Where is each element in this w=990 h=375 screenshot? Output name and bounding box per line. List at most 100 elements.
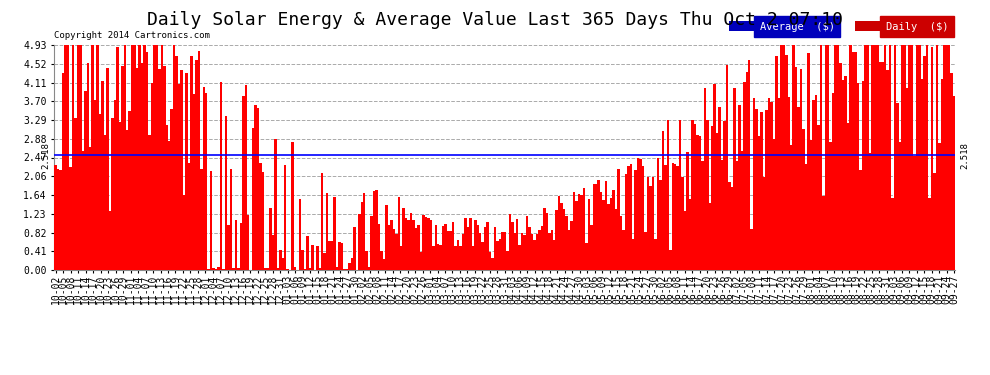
Bar — [393, 229, 395, 270]
Bar — [398, 197, 400, 270]
Bar — [753, 98, 755, 270]
Bar — [876, 45, 879, 270]
Bar — [334, 197, 336, 270]
Bar — [344, 269, 346, 270]
Bar — [795, 67, 797, 270]
Bar — [810, 140, 812, 270]
Bar — [141, 63, 144, 270]
Bar — [884, 45, 886, 270]
Bar — [461, 234, 464, 270]
Bar — [529, 227, 531, 270]
Bar — [945, 45, 948, 270]
Bar — [358, 214, 360, 270]
Bar — [721, 160, 724, 270]
Bar — [111, 118, 114, 270]
Bar — [807, 53, 810, 270]
Bar — [635, 170, 637, 270]
Bar — [245, 85, 247, 270]
Bar — [790, 146, 792, 270]
Bar — [926, 45, 929, 270]
Bar — [681, 177, 684, 270]
Bar — [919, 45, 921, 270]
Bar — [832, 93, 835, 270]
Bar — [940, 79, 943, 270]
Bar — [541, 226, 544, 270]
Bar — [602, 200, 605, 270]
Bar — [353, 226, 355, 270]
Bar — [869, 153, 871, 270]
Bar — [175, 56, 178, 270]
Bar — [651, 177, 654, 270]
Bar — [859, 170, 861, 270]
Bar — [59, 170, 61, 270]
Bar — [74, 118, 76, 270]
Bar — [481, 242, 484, 270]
Bar — [380, 252, 383, 270]
Bar — [686, 152, 689, 270]
Bar — [124, 45, 126, 270]
Bar — [637, 158, 640, 270]
Bar — [119, 122, 121, 270]
Bar — [281, 258, 284, 270]
Bar — [459, 246, 461, 270]
Bar — [578, 194, 580, 270]
Bar — [607, 204, 610, 270]
Bar — [656, 158, 659, 270]
Bar — [939, 143, 940, 270]
Bar — [815, 95, 817, 270]
Bar — [188, 163, 190, 270]
Bar — [69, 167, 71, 270]
Bar — [64, 45, 66, 270]
Bar — [775, 56, 777, 270]
Bar — [835, 45, 837, 270]
Bar — [170, 109, 173, 270]
Bar — [237, 268, 240, 270]
Bar — [178, 84, 180, 270]
Text: 2.518: 2.518 — [960, 142, 969, 169]
Bar — [585, 243, 588, 270]
Bar — [368, 267, 370, 270]
Bar — [316, 246, 319, 270]
Bar — [420, 252, 422, 270]
Bar — [524, 235, 526, 270]
Bar — [501, 232, 504, 270]
Bar — [279, 250, 281, 270]
Bar — [879, 62, 881, 270]
Bar — [471, 246, 474, 270]
Bar — [519, 244, 521, 270]
Bar — [612, 190, 615, 270]
Bar — [719, 108, 721, 270]
Bar — [544, 208, 545, 270]
Bar — [904, 45, 906, 270]
Bar — [180, 70, 183, 270]
Bar — [825, 45, 827, 270]
Bar — [148, 135, 150, 270]
Bar — [346, 269, 348, 270]
Bar — [336, 267, 339, 270]
Bar — [889, 45, 891, 270]
Bar — [324, 253, 326, 270]
Bar — [89, 147, 91, 270]
Bar — [449, 231, 451, 270]
Bar — [805, 164, 807, 270]
Bar — [329, 241, 331, 270]
Bar — [183, 195, 185, 270]
Bar — [96, 45, 99, 270]
Bar — [750, 229, 753, 270]
Bar — [595, 184, 597, 270]
Bar — [891, 198, 894, 270]
Bar — [442, 226, 445, 270]
Bar — [780, 45, 782, 270]
Bar — [856, 82, 859, 270]
Bar — [134, 45, 136, 270]
Bar — [432, 246, 435, 270]
Bar — [486, 222, 489, 270]
Bar — [208, 269, 210, 270]
Bar — [101, 81, 104, 270]
Bar — [640, 159, 642, 270]
Bar — [570, 221, 573, 270]
Bar — [223, 269, 225, 270]
Bar — [264, 268, 266, 270]
Bar — [203, 87, 205, 270]
Bar — [743, 82, 745, 270]
